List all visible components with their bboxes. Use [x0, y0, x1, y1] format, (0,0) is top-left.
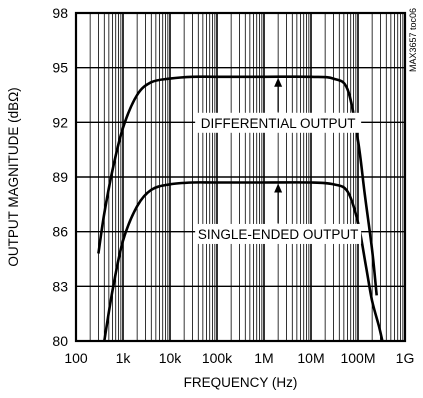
- y-tick-label: 83: [52, 278, 68, 294]
- x-tick-label: 100M: [340, 350, 375, 366]
- x-tick-label: 10M: [297, 350, 324, 366]
- single-ended-annotation: SINGLE-ENDED OUTPUT: [198, 227, 359, 242]
- figure-id-label: MAX3657 toc06: [408, 8, 418, 72]
- x-tick-label: 1k: [116, 350, 132, 366]
- x-tick-label: 100k: [202, 350, 233, 366]
- y-tick-label: 86: [52, 224, 68, 240]
- y-tick-label: 98: [52, 5, 68, 21]
- x-tick-label: 100: [64, 350, 88, 366]
- series-layer: [97, 75, 384, 342]
- plot-frame: [74, 11, 407, 343]
- y-tick-label: 89: [52, 169, 68, 185]
- annotation-box: [195, 112, 362, 133]
- differential-output-line: [97, 75, 378, 296]
- single-ended-output-line: [103, 181, 384, 342]
- differential-annotation: DIFFERENTIAL OUTPUT: [201, 116, 356, 131]
- x-tick-label: 1M: [254, 350, 273, 366]
- annotation-arrowhead: [274, 77, 283, 87]
- plot-grid: [75, 12, 406, 342]
- y-tick-label: 92: [52, 114, 68, 130]
- y-tick-labels: 80 83 86 89 92 95 98: [52, 5, 68, 349]
- x-tick-label: 10k: [159, 350, 183, 366]
- annotation-box: [195, 223, 362, 244]
- x-tick-label: 1G: [396, 350, 415, 366]
- y-tick-label: 95: [52, 60, 68, 76]
- x-axis-title: FREQUENCY (Hz): [184, 375, 298, 390]
- annotation-arrowhead: [274, 183, 283, 193]
- y-axis-title: OUTPUT MAGNITUDE (dBΩ): [6, 87, 21, 266]
- y-tick-label: 80: [52, 333, 68, 349]
- annotation-layer: DIFFERENTIAL OUTPUT SINGLE-ENDED OUTPUT: [195, 77, 362, 244]
- x-tick-labels: 100 1k 10k 100k 1M 10M 100M 1G: [64, 350, 414, 366]
